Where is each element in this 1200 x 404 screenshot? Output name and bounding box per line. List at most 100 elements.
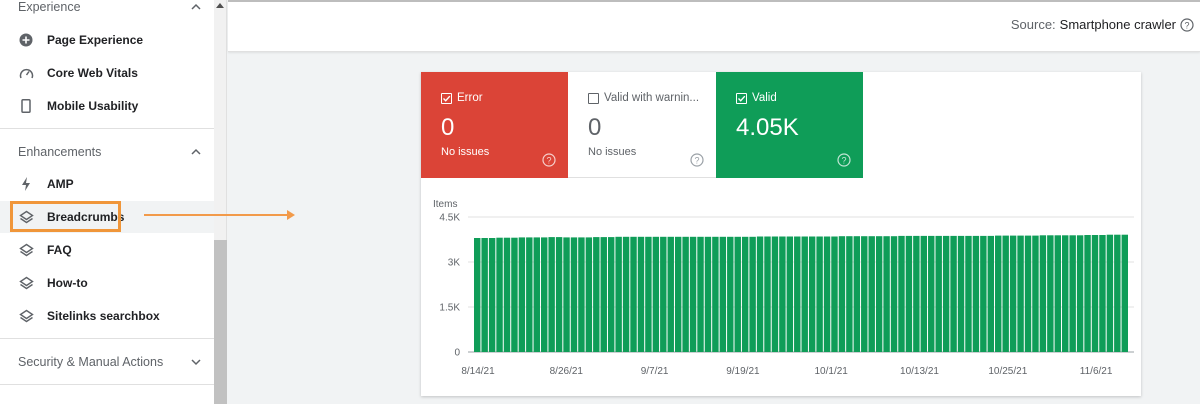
bar[interactable]	[682, 236, 689, 352]
status-tile-valid[interactable]: Valid 4.05K ?	[716, 72, 863, 178]
checkbox-checked-icon[interactable]	[441, 93, 452, 104]
section-header-enhancements[interactable]: Enhancements	[18, 142, 204, 162]
bar[interactable]	[1084, 235, 1091, 352]
bar[interactable]	[488, 238, 496, 352]
bar[interactable]	[987, 235, 995, 352]
status-tile-error[interactable]: Error 0 No issues ?	[421, 72, 568, 178]
checkbox-checked-icon[interactable]	[736, 93, 747, 104]
bar[interactable]	[622, 236, 630, 352]
bar[interactable]	[1114, 234, 1121, 352]
bar[interactable]	[555, 237, 563, 352]
bar[interactable]	[794, 236, 801, 353]
scrollbar-thumb[interactable]	[214, 240, 227, 404]
bar[interactable]	[1069, 235, 1076, 352]
bar[interactable]	[995, 235, 1002, 352]
bar[interactable]	[764, 236, 771, 353]
bar[interactable]	[734, 236, 741, 352]
bar[interactable]	[972, 235, 980, 352]
bar[interactable]	[1091, 235, 1099, 352]
bar[interactable]	[905, 235, 913, 352]
bar[interactable]	[660, 236, 667, 352]
bar[interactable]	[1106, 234, 1114, 352]
bar[interactable]	[1017, 235, 1024, 352]
help-icon[interactable]: ?	[837, 153, 851, 167]
bar[interactable]	[868, 236, 875, 352]
sidebar-item-how-to[interactable]: How-to	[0, 267, 214, 299]
help-icon[interactable]: ?	[690, 153, 704, 167]
sidebar-item-amp[interactable]: AMP	[0, 168, 214, 200]
status-tile-valid-with-warnings[interactable]: Valid with warnin... 0 No issues ?	[568, 72, 716, 178]
bar[interactable]	[533, 237, 540, 352]
bar[interactable]	[526, 237, 533, 352]
bar[interactable]	[853, 236, 861, 352]
bar[interactable]	[1076, 235, 1084, 352]
bar[interactable]	[965, 235, 972, 352]
sidebar-item-faq[interactable]: FAQ	[0, 234, 214, 266]
bar[interactable]	[548, 237, 555, 352]
bar[interactable]	[1062, 235, 1069, 352]
bar[interactable]	[615, 236, 622, 352]
bar[interactable]	[741, 236, 749, 352]
bar[interactable]	[875, 236, 883, 352]
bar[interactable]	[563, 237, 570, 352]
bar[interactable]	[1039, 235, 1047, 352]
bar[interactable]	[511, 237, 518, 352]
bar[interactable]	[786, 236, 794, 353]
bar[interactable]	[1054, 235, 1062, 352]
bar[interactable]	[920, 235, 928, 352]
bar[interactable]	[503, 237, 511, 352]
bar[interactable]	[771, 236, 779, 353]
bar[interactable]	[570, 237, 578, 352]
bar[interactable]	[816, 236, 823, 353]
bar[interactable]	[704, 236, 712, 352]
bar[interactable]	[540, 237, 548, 352]
sidebar-item-mobile-usability[interactable]: Mobile Usability	[0, 90, 214, 122]
help-icon[interactable]: ?	[542, 153, 556, 167]
bar[interactable]	[697, 236, 704, 352]
bar[interactable]	[1032, 235, 1039, 352]
sidebar-item-page-experience[interactable]: Page Experience	[0, 24, 214, 56]
bar[interactable]	[756, 236, 764, 353]
bar[interactable]	[928, 235, 935, 352]
bar[interactable]	[1099, 235, 1106, 352]
bar[interactable]	[1009, 235, 1017, 352]
bar[interactable]	[630, 236, 637, 352]
bar[interactable]	[689, 236, 697, 352]
bar[interactable]	[823, 236, 831, 353]
bar[interactable]	[719, 236, 727, 352]
bar[interactable]	[942, 235, 950, 352]
bar[interactable]	[727, 236, 734, 352]
bar[interactable]	[674, 236, 682, 352]
bar[interactable]	[1047, 235, 1054, 352]
help-icon[interactable]: ?	[1180, 17, 1194, 32]
sidebar-item-core-web-vitals[interactable]: Core Web Vitals	[0, 57, 214, 89]
bar[interactable]	[749, 236, 756, 352]
bar[interactable]	[578, 237, 585, 352]
sidebar-item-sitelinks-searchbox[interactable]: Sitelinks searchbox	[0, 300, 214, 332]
bar[interactable]	[600, 237, 607, 352]
bar[interactable]	[1024, 235, 1032, 352]
bar[interactable]	[913, 235, 920, 352]
bar[interactable]	[518, 237, 526, 352]
bar[interactable]	[593, 237, 600, 352]
bar[interactable]	[957, 235, 965, 352]
bar[interactable]	[831, 236, 838, 353]
bar[interactable]	[637, 236, 645, 352]
bar[interactable]	[898, 235, 905, 352]
bar[interactable]	[645, 236, 652, 352]
bar[interactable]	[652, 236, 660, 352]
bar[interactable]	[861, 236, 868, 352]
section-header-security[interactable]: Security & Manual Actions	[18, 352, 204, 372]
bar[interactable]	[585, 237, 593, 352]
bar[interactable]	[496, 237, 503, 352]
checkbox-unchecked-icon[interactable]	[588, 93, 599, 104]
bar[interactable]	[474, 238, 481, 352]
bar[interactable]	[607, 237, 615, 352]
bar[interactable]	[890, 236, 898, 352]
bar[interactable]	[667, 236, 674, 352]
bar[interactable]	[980, 235, 987, 352]
scroll-up-arrow-icon[interactable]	[216, 3, 224, 8]
bar[interactable]	[801, 236, 808, 353]
bar[interactable]	[883, 236, 890, 352]
sidebar-item-breadcrumbs[interactable]: Breadcrumbs	[0, 201, 214, 233]
